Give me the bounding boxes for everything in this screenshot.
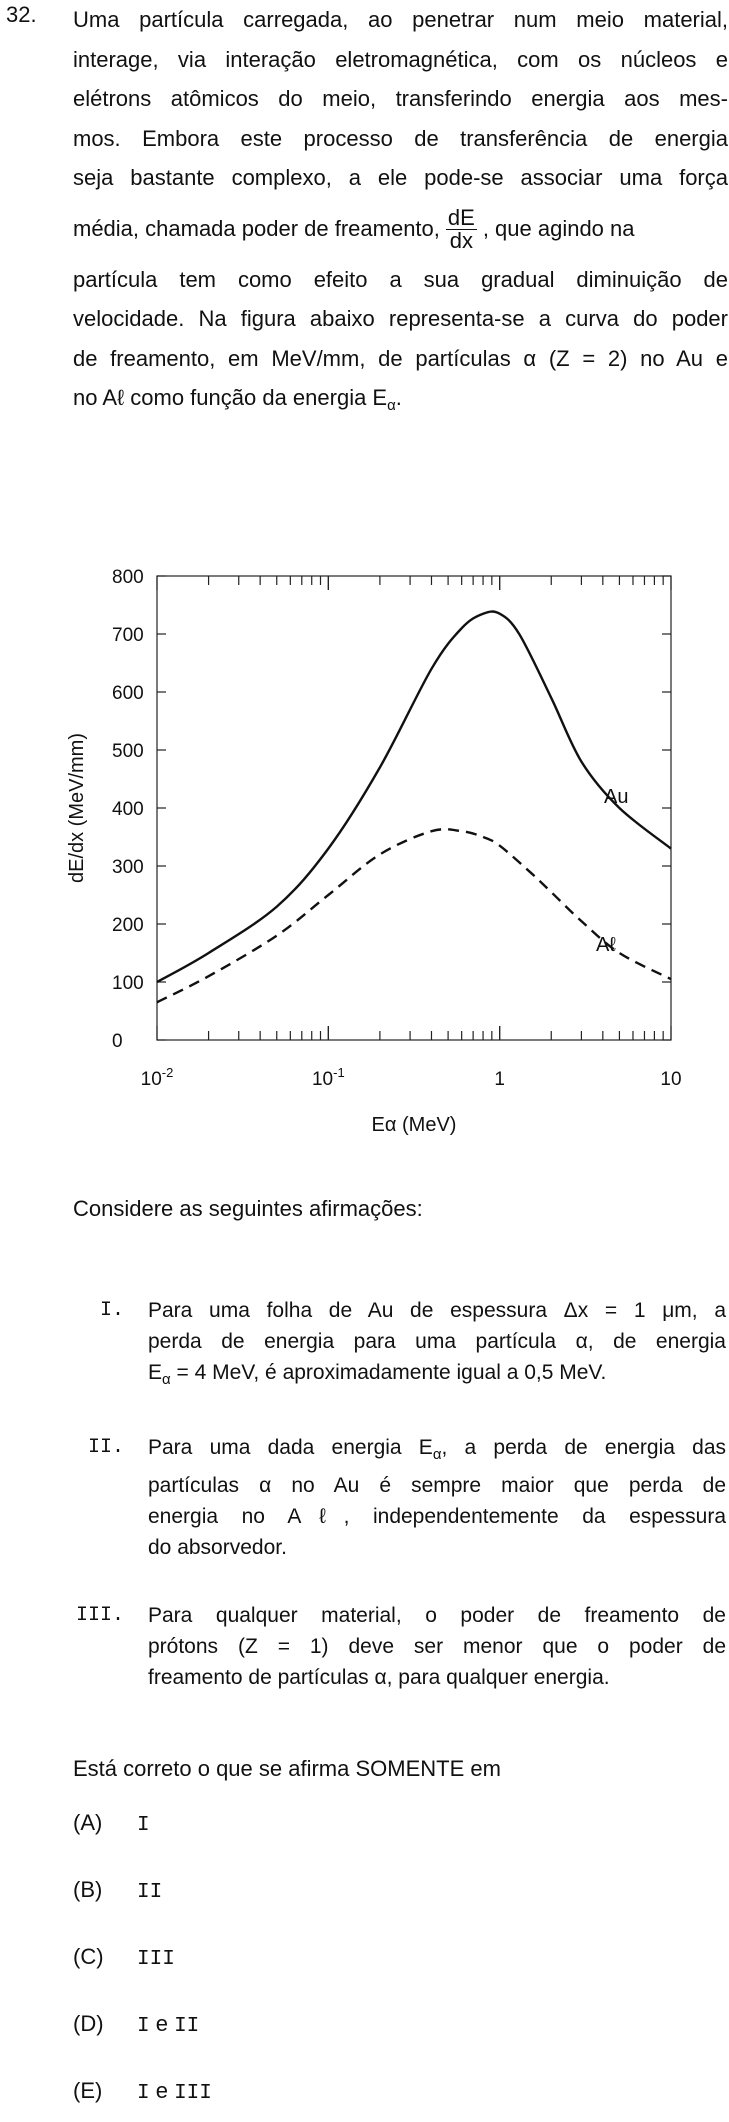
x-tick-label: 10-1	[312, 1065, 345, 1090]
statement-line: perda de energia para uma partícula α, d…	[148, 1330, 726, 1353]
x-tick-label: 10	[660, 1069, 681, 1090]
option-value: I e II	[137, 2011, 200, 2038]
option-letter: (E)	[73, 2078, 103, 2103]
stopping-power-chart: 0 100 200 300 400 500 600 700 800 10-2 10-1 1 10 Eα (…	[66, 567, 682, 1136]
y-tick-label: 400	[112, 799, 144, 820]
y-tick-label: 600	[112, 683, 144, 704]
question-text: Uma partícula carregada, ao penetrar num…	[73, 0, 728, 418]
statement-line: do absorvedor.	[148, 1536, 287, 1559]
statement-line: Eα = 4 MeV, é aproximadamente igual a 0,…	[148, 1361, 607, 1388]
chart-series	[156, 610, 672, 1004]
y-tick-label: 100	[112, 973, 144, 994]
question-line: mos. Embora este processo de transferênc…	[73, 125, 728, 151]
question-line: interage, via interação eletromagnética,…	[73, 46, 728, 72]
statement-line: Para uma folha de Au de espessura Δx = 1…	[148, 1299, 726, 1322]
option-value: II	[137, 1881, 163, 1904]
series-au-curve	[156, 610, 672, 984]
statement-line: partículas α no Au é sempre maior que pe…	[148, 1474, 726, 1497]
chart-frame	[156, 575, 672, 1041]
statement-line: Para qualquer material, o poder de fream…	[148, 1604, 726, 1627]
question-line: no Aℓ como função da energia Eα.	[73, 385, 402, 414]
series-label-au: Au	[604, 786, 628, 808]
option-a[interactable]: (A) I	[73, 1810, 150, 1837]
chart-ticks	[156, 575, 672, 1041]
option-letter: (B)	[73, 1877, 103, 1902]
option-letter: (C)	[73, 1944, 104, 1969]
statement-line: freamento de partículas α, para qualquer…	[148, 1666, 610, 1689]
y-tick-label: 500	[112, 741, 144, 762]
y-tick-label: 300	[112, 857, 144, 878]
statement-roman: I.	[99, 1299, 124, 1322]
option-value: III	[137, 1948, 175, 1971]
x-axis-label: Eα (MeV)	[372, 1114, 457, 1136]
y-axis-label: dE/dx (MeV/mm)	[66, 733, 88, 883]
statement-roman: II.	[87, 1436, 124, 1459]
y-tick-label: 700	[112, 625, 144, 646]
option-value: I	[137, 1814, 150, 1837]
option-e[interactable]: (E) I e III	[73, 2078, 212, 2105]
consider-text: Considere as seguintes afirmações:	[73, 1196, 423, 1221]
statement-text: Para uma folha de Au de espessura Δx = 1…	[148, 1295, 726, 1395]
statement-roman: III.	[75, 1604, 124, 1627]
y-tick-label: 200	[112, 915, 144, 936]
question-line: seja bastante complexo, a ele pode-se as…	[73, 165, 728, 190]
answer-prompt: Está correto o que se afirma SOMENTE em	[73, 1756, 501, 1781]
x-tick-label: 1	[494, 1069, 505, 1090]
statement-line: prótons (Z = 1) deve ser menor que o pod…	[148, 1635, 726, 1658]
question-line: elétrons atômicos do meio, transferindo …	[73, 86, 728, 111]
statement-line: Para uma dada energia Eα, a perda de ene…	[148, 1436, 727, 1463]
question-line: velocidade. Na figura abaixo representa-…	[73, 306, 728, 331]
question-number: 32.	[6, 2, 37, 27]
question-line: partícula tem como efeito a sua gradual …	[73, 266, 728, 292]
option-c[interactable]: (C) III	[73, 1944, 175, 1971]
de-dx-fraction: dE dx	[445, 205, 477, 254]
question-line: Uma partícula carregada, ao penetrar num…	[73, 7, 728, 32]
chart-labels: 0 100 200 300 400 500 600 700 800 10-2 10-1 1 10 Eα (…	[66, 567, 682, 1136]
plot-border	[156, 575, 672, 1041]
y-tick-label: 0	[112, 1031, 123, 1052]
statement-text: Para qualquer material, o poder de fream…	[148, 1600, 726, 1693]
statement-text: Para uma dada energia Eα, a perda de ene…	[148, 1432, 726, 1563]
option-letter: (A)	[73, 1810, 103, 1835]
option-b[interactable]: (B) II	[73, 1877, 162, 1904]
statement-line: energia no Aℓ, independentemente da espe…	[148, 1505, 726, 1528]
x-tick-label: 10-2	[141, 1065, 174, 1090]
series-label-al: Aℓ	[596, 934, 616, 956]
y-tick-label: 800	[112, 567, 144, 588]
option-value: I e III	[137, 2078, 212, 2105]
option-d[interactable]: (D) I e II	[73, 2011, 199, 2038]
question-line: de freamento, em MeV/mm, de partículas α…	[73, 345, 728, 371]
option-letter: (D)	[73, 2011, 104, 2036]
series-al-curve	[156, 828, 672, 1004]
question-line-with-fraction: média, chamada poder de freamento, dE dx, …	[73, 205, 635, 254]
